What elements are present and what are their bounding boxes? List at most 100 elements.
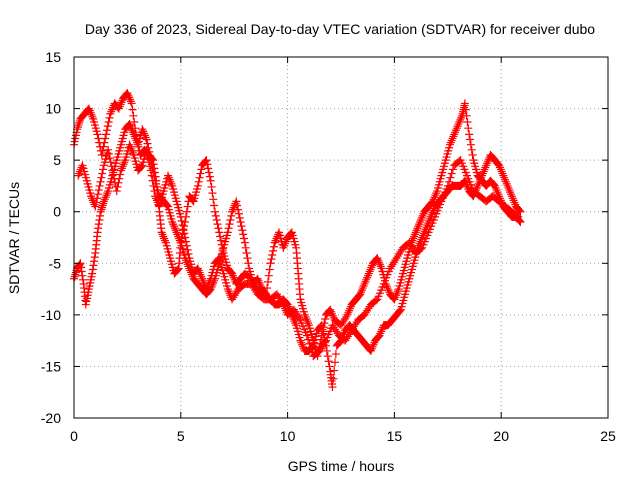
data-point-marker — [281, 237, 290, 246]
data-point-marker — [106, 109, 115, 118]
data-point-marker — [229, 293, 238, 302]
data-point-marker — [328, 321, 337, 330]
data-point-marker — [346, 328, 355, 337]
data-point-marker — [206, 176, 215, 185]
data-point-marker — [327, 307, 336, 316]
data-point-marker — [448, 165, 457, 174]
data-point-marker — [102, 130, 111, 139]
data-point-marker — [129, 111, 138, 120]
data-point-marker — [175, 234, 184, 243]
data-point-marker — [302, 331, 311, 340]
data-point-marker — [151, 192, 160, 201]
data-point-marker — [464, 124, 473, 133]
data-point-marker — [127, 99, 136, 108]
x-axis-label: GPS time / hours — [288, 458, 395, 474]
data-point-marker — [506, 188, 515, 197]
data-point-marker — [228, 269, 237, 278]
data-point-marker — [152, 194, 161, 203]
data-point-marker — [447, 169, 456, 178]
data-point-marker — [87, 192, 96, 201]
data-point-marker — [507, 192, 516, 201]
data-point-marker — [223, 285, 232, 294]
data-point-marker — [446, 173, 455, 182]
data-point-marker — [416, 215, 425, 224]
data-point-marker — [374, 256, 383, 265]
data-point-marker — [231, 289, 240, 298]
data-point-marker — [342, 334, 351, 343]
data-point-marker — [144, 143, 153, 152]
data-point-marker — [295, 313, 304, 322]
data-point-marker — [140, 131, 149, 140]
data-point-marker — [425, 216, 434, 225]
data-point-marker — [264, 271, 273, 280]
data-point-marker — [332, 327, 341, 336]
data-point-marker — [453, 122, 462, 131]
data-point-marker — [328, 309, 337, 318]
series-group — [74, 140, 523, 361]
data-point-marker — [90, 257, 99, 266]
data-point-marker — [240, 238, 249, 247]
data-point-marker — [410, 230, 419, 239]
data-point-marker — [514, 212, 523, 221]
data-point-marker — [215, 228, 224, 237]
data-point-marker — [289, 314, 298, 323]
data-point-marker — [115, 174, 124, 183]
data-point-marker — [417, 235, 426, 244]
data-point-marker — [363, 271, 372, 280]
data-point-marker — [96, 207, 105, 216]
data-point-marker — [461, 178, 470, 187]
data-point-marker — [335, 338, 344, 347]
data-point-marker — [182, 258, 191, 267]
data-point-marker — [306, 343, 315, 352]
data-point-marker — [157, 228, 166, 237]
data-point-marker — [354, 292, 363, 301]
data-point-marker — [238, 226, 247, 235]
data-point-marker — [224, 224, 233, 233]
data-point-marker — [85, 106, 94, 115]
data-point-marker — [99, 197, 108, 206]
data-point-marker — [461, 105, 470, 114]
data-point-marker — [93, 130, 102, 139]
data-point-marker — [158, 230, 167, 239]
data-point-marker — [124, 91, 133, 100]
data-point-marker — [167, 179, 176, 188]
data-point-marker — [265, 265, 274, 274]
data-point-marker — [144, 154, 153, 163]
data-point-marker — [330, 366, 339, 375]
data-point-marker — [431, 191, 440, 200]
data-point-marker — [320, 319, 329, 328]
data-point-marker — [97, 173, 106, 182]
data-point-marker — [105, 154, 114, 163]
data-point-marker — [95, 181, 104, 190]
data-point-marker — [232, 197, 241, 206]
y-tick-label: -5 — [49, 255, 62, 271]
data-point-marker — [392, 254, 401, 263]
data-point-marker — [462, 111, 471, 120]
data-point-marker — [77, 267, 86, 276]
data-point-marker — [73, 123, 82, 132]
data-point-marker — [130, 132, 139, 141]
data-point-marker — [247, 279, 256, 288]
data-point-marker — [302, 314, 311, 323]
data-point-marker — [140, 129, 149, 138]
data-point-marker — [443, 181, 452, 190]
data-point-marker — [418, 211, 427, 220]
data-point-marker — [117, 164, 126, 173]
data-point-marker — [241, 243, 250, 252]
data-point-marker — [341, 336, 350, 345]
data-point-marker — [395, 307, 404, 316]
data-point-marker — [290, 305, 299, 314]
data-point-marker — [143, 149, 152, 158]
data-point-marker — [139, 127, 148, 136]
data-point-marker — [357, 286, 366, 295]
data-point-marker — [244, 259, 253, 268]
data-point-marker — [149, 181, 158, 190]
data-point-marker — [447, 136, 456, 145]
data-point-marker — [392, 289, 401, 298]
data-point-marker — [361, 308, 370, 317]
data-point-marker — [160, 236, 169, 245]
data-point-marker — [254, 276, 263, 285]
data-point-marker — [170, 224, 179, 233]
data-point-marker — [386, 264, 395, 273]
data-point-marker — [391, 256, 400, 265]
